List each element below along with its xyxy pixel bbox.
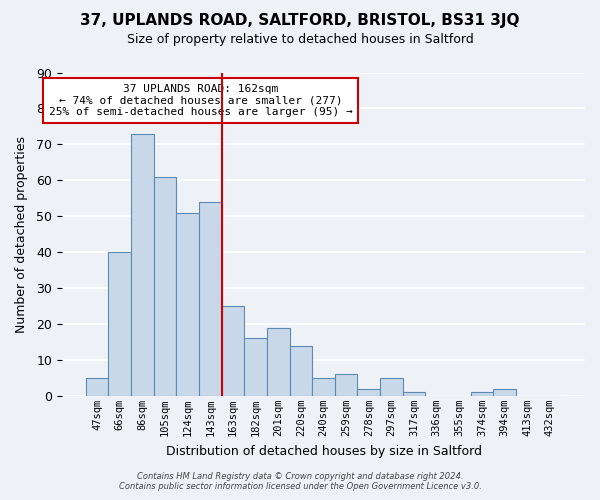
- Bar: [267, 328, 290, 396]
- Bar: [109, 252, 131, 396]
- Bar: [86, 378, 109, 396]
- Text: 37, UPLANDS ROAD, SALTFORD, BRISTOL, BS31 3JQ: 37, UPLANDS ROAD, SALTFORD, BRISTOL, BS3…: [80, 12, 520, 28]
- Y-axis label: Number of detached properties: Number of detached properties: [15, 136, 28, 332]
- X-axis label: Distribution of detached houses by size in Saltford: Distribution of detached houses by size …: [166, 444, 482, 458]
- Bar: [244, 338, 267, 396]
- Bar: [470, 392, 493, 396]
- Bar: [335, 374, 358, 396]
- Bar: [380, 378, 403, 396]
- Bar: [290, 346, 312, 396]
- Bar: [358, 388, 380, 396]
- Bar: [403, 392, 425, 396]
- Bar: [176, 212, 199, 396]
- Text: Contains HM Land Registry data © Crown copyright and database right 2024.
Contai: Contains HM Land Registry data © Crown c…: [119, 472, 481, 491]
- Text: Size of property relative to detached houses in Saltford: Size of property relative to detached ho…: [127, 32, 473, 46]
- Bar: [131, 134, 154, 396]
- Bar: [221, 306, 244, 396]
- Bar: [199, 202, 221, 396]
- Bar: [154, 176, 176, 396]
- Bar: [312, 378, 335, 396]
- Text: 37 UPLANDS ROAD: 162sqm
← 74% of detached houses are smaller (277)
25% of semi-d: 37 UPLANDS ROAD: 162sqm ← 74% of detache…: [49, 84, 353, 117]
- Bar: [493, 388, 516, 396]
